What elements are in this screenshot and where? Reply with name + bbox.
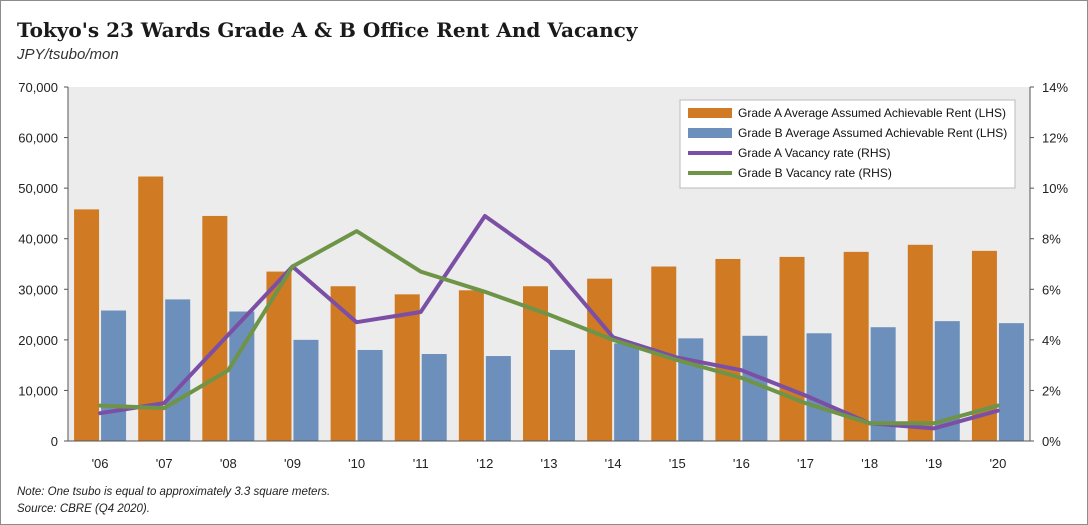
grade-b-rent-bar bbox=[421, 354, 447, 441]
right-tick-label: 8% bbox=[1042, 232, 1061, 247]
x-tick-label: '18 bbox=[861, 456, 878, 471]
grade-a-rent-bar bbox=[74, 209, 100, 441]
grade-b-rent-bar bbox=[165, 299, 191, 441]
x-tick-label: '15 bbox=[669, 456, 686, 471]
x-tick-label: '16 bbox=[733, 456, 750, 471]
grade-a-rent-bar bbox=[779, 256, 805, 441]
right-tick-label: 4% bbox=[1042, 333, 1061, 348]
grade-a-vacancy-line bbox=[98, 214, 1000, 431]
grade-a-rent-bar bbox=[266, 271, 292, 441]
x-tick-label: '11 bbox=[413, 456, 429, 471]
x-tick-label: '17 bbox=[797, 456, 814, 471]
right-tick-label: 12% bbox=[1042, 131, 1068, 146]
grade-b-rent-bar bbox=[293, 339, 319, 441]
x-tick-label: '07 bbox=[156, 456, 173, 471]
grade-b-rent-bar bbox=[806, 333, 832, 441]
grade-b-rent-bar bbox=[357, 349, 383, 441]
grade-a-rent-bar bbox=[907, 244, 933, 441]
x-tick-label: '08 bbox=[220, 456, 237, 471]
right-tick-label: 0% bbox=[1042, 434, 1061, 449]
grade-b-rent-bar bbox=[101, 310, 127, 441]
legend-label: Grade B Vacancy rate (RHS) bbox=[738, 166, 892, 180]
x-tick-label: '09 bbox=[284, 456, 301, 471]
grade-a-rent-bar bbox=[202, 215, 228, 441]
grade-a-rent-bar bbox=[843, 251, 869, 441]
left-tick-label: 60,000 bbox=[18, 131, 58, 146]
grade-a-rent-bar bbox=[394, 294, 420, 441]
x-tick-label: '10 bbox=[348, 456, 365, 471]
left-tick-label: 10,000 bbox=[18, 383, 58, 398]
x-tick-label: '13 bbox=[541, 456, 558, 471]
grade-a-rent-bar bbox=[138, 176, 164, 442]
grade-b-rent-bar bbox=[550, 349, 575, 441]
grade-b-rent-bar bbox=[998, 323, 1024, 441]
x-tick-label: '06 bbox=[92, 456, 109, 471]
left-tick-label: 0 bbox=[51, 434, 58, 449]
left-tick-label: 40,000 bbox=[18, 232, 58, 247]
grade-b-rent-bar bbox=[485, 356, 511, 441]
grade-b-rent-bar bbox=[678, 338, 704, 441]
grade-a-rent-bar bbox=[458, 290, 484, 441]
left-tick-label: 50,000 bbox=[18, 181, 58, 196]
legend-label: Grade A Average Assumed Achievable Rent … bbox=[738, 106, 1006, 120]
right-tick-label: 2% bbox=[1042, 383, 1061, 398]
grade-b-vacancy-line bbox=[98, 229, 1000, 426]
x-tick-label: '12 bbox=[476, 456, 493, 471]
legend-label: Grade B Average Assumed Achievable Rent … bbox=[738, 126, 1007, 140]
legend-swatch bbox=[688, 108, 732, 118]
x-tick-label: '14 bbox=[605, 456, 622, 471]
grade-a-rent-bar bbox=[587, 278, 613, 441]
footnote: Note: One tsubo is equal to approximatel… bbox=[17, 486, 331, 498]
x-tick-label: '20 bbox=[989, 456, 1006, 471]
left-tick-label: 30,000 bbox=[18, 282, 58, 297]
legend-box bbox=[679, 99, 1016, 189]
left-tick-label: 20,000 bbox=[18, 333, 58, 348]
grade-a-rent-bar bbox=[715, 258, 741, 441]
grade-b-rent-bar bbox=[614, 343, 640, 441]
source-note: Source: CBRE (Q4 2020). bbox=[17, 503, 150, 515]
right-tick-label: 6% bbox=[1042, 282, 1061, 297]
legend-label: Grade A Vacancy rate (RHS) bbox=[738, 146, 891, 160]
unit-label: JPY/tsubo/mon bbox=[17, 46, 119, 63]
right-tick-label: 14% bbox=[1042, 80, 1068, 95]
legend-swatch bbox=[688, 128, 732, 138]
right-tick-label: 10% bbox=[1042, 181, 1068, 196]
x-tick-label: '19 bbox=[925, 456, 942, 471]
left-tick-label: 70,000 bbox=[18, 80, 58, 95]
chart-title: Tokyo's 23 Wards Grade A & B Office Rent… bbox=[17, 18, 638, 42]
